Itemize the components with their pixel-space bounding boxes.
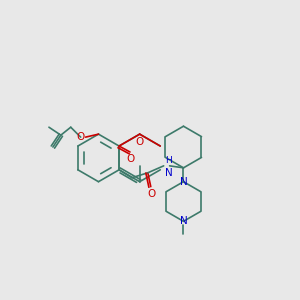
- Text: O: O: [76, 132, 85, 142]
- Text: N: N: [165, 168, 172, 178]
- Text: N: N: [180, 177, 187, 187]
- Text: O: O: [148, 189, 156, 199]
- Text: H: H: [165, 156, 171, 165]
- Text: O: O: [136, 137, 144, 147]
- Text: N: N: [180, 216, 187, 226]
- Text: O: O: [127, 154, 135, 164]
